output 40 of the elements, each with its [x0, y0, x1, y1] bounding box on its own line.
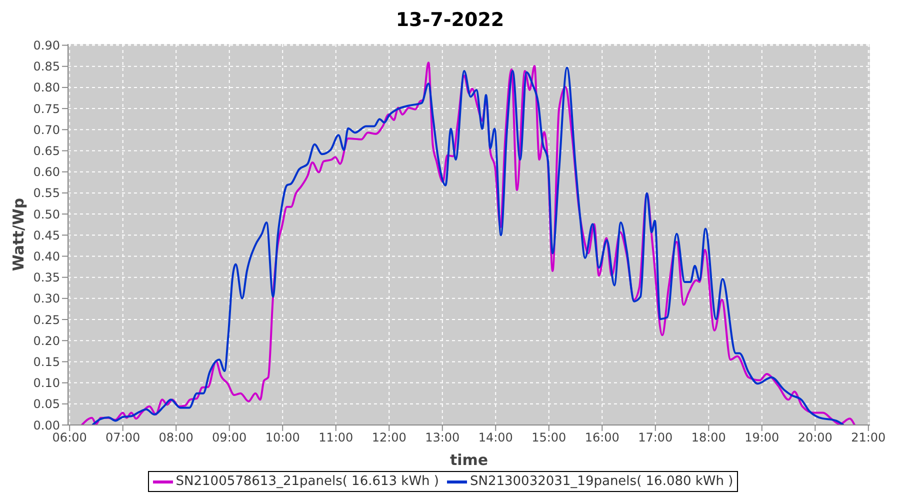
x-tick-label: 20:00 — [798, 430, 832, 445]
y-tick-label: 0.40 — [33, 249, 60, 264]
y-tick-label: 0.80 — [33, 80, 60, 95]
chart-title: 13-7-2022 — [394, 8, 506, 33]
y-tick-label: 0.70 — [33, 122, 60, 137]
y-tick-label: 0.20 — [33, 334, 60, 348]
x-tick-label: 12:00 — [372, 430, 406, 445]
legend-label: SN2130032031_19panels( 16.080 kWh ) — [469, 474, 734, 489]
x-axis-title: time — [450, 451, 488, 469]
y-tick-label: 0.05 — [33, 397, 60, 412]
y-tick-label: 0.00 — [33, 418, 60, 432]
x-tick-label: 19:00 — [744, 430, 780, 445]
x-tick-label: 10:00 — [265, 430, 300, 445]
y-tick-label: 0.85 — [33, 60, 60, 74]
x-tick-label: 09:00 — [212, 430, 247, 445]
x-tick-label: 11:00 — [318, 430, 354, 445]
x-tick-label: 06:00 — [52, 430, 87, 445]
y-tick-label: 0.60 — [33, 165, 60, 180]
y-tick-label: 0.65 — [33, 144, 60, 158]
y-tick-label: 0.10 — [33, 376, 60, 390]
x-tick-label: 16:00 — [584, 430, 620, 445]
x-tick-label: 17:00 — [638, 430, 673, 445]
y-tick-label: 0.45 — [33, 228, 60, 242]
y-axis-title: Watt/Wp — [9, 198, 28, 272]
x-tick-label: 15:00 — [532, 430, 566, 445]
y-tick-label: 0.15 — [33, 354, 60, 369]
y-tick-label: 0.75 — [33, 102, 60, 116]
y-tick-label: 0.55 — [33, 186, 60, 200]
y-tick-label: 0.90 — [33, 38, 60, 53]
x-tick-label: 07:00 — [106, 430, 140, 445]
y-tick-label: 0.50 — [33, 207, 60, 222]
x-tick-label: 13:00 — [425, 430, 460, 445]
y-tick-label: 0.30 — [33, 292, 60, 306]
y-tick-label: 0.25 — [33, 312, 60, 327]
y-tick-label: 0.35 — [33, 270, 60, 285]
legend-label: SN2100578613_21panels( 16.613 kWh ) — [174, 474, 439, 489]
x-tick-label: 08:00 — [158, 430, 194, 445]
x-tick-label: 14:00 — [478, 430, 513, 445]
x-tick-label: 21:00 — [851, 430, 886, 445]
x-tick-label: 18:00 — [691, 430, 726, 445]
